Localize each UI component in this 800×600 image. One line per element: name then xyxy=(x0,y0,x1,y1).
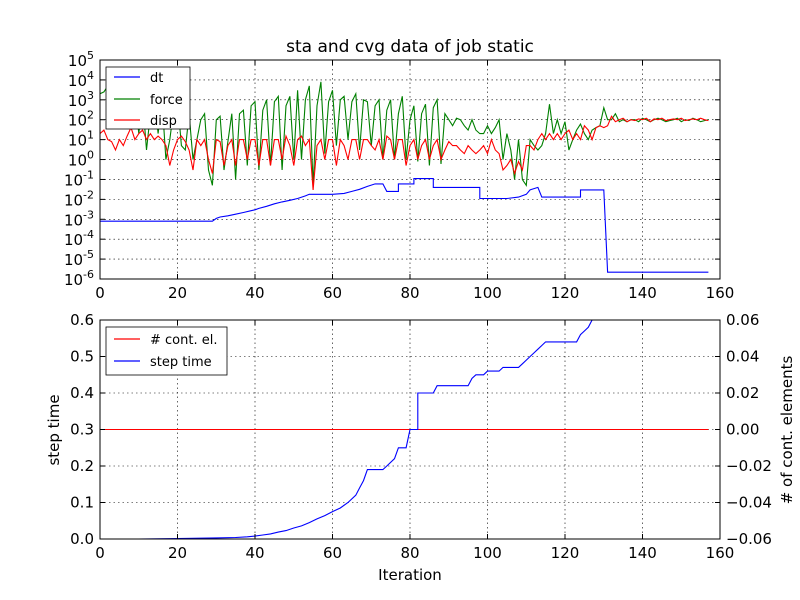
top-y-tick-label: 104 xyxy=(68,69,94,90)
top-y-tick-label: 102 xyxy=(68,109,94,130)
top-y-tick-label: 10-1 xyxy=(64,168,94,189)
bottom-legend: # cont. el. step time xyxy=(105,326,228,376)
top-y-tick-label: 10-3 xyxy=(64,208,94,229)
bottom-legend-box xyxy=(105,326,228,376)
top-ticks xyxy=(99,59,721,280)
y-axis-label: step time xyxy=(45,394,63,465)
top-y-tick-label: 103 xyxy=(68,89,94,110)
bottom-x-tick-label: 120 xyxy=(551,544,580,562)
top-x-tick-label: 60 xyxy=(323,284,342,302)
top-y-tick-label: 10-4 xyxy=(64,228,94,249)
top-x-tick-label: 140 xyxy=(628,284,657,302)
bottom-y2-tick-label: 0.02 xyxy=(726,384,759,402)
bottom-y-tick-label: 0.5 xyxy=(70,348,94,366)
top-y-tick-label: 101 xyxy=(68,129,94,150)
top-y-tick-label: 105 xyxy=(68,49,94,70)
top-y-tick-label: 10-5 xyxy=(64,248,94,269)
top-x-tick-label: 40 xyxy=(245,284,264,302)
top-x-tick-label: 160 xyxy=(706,284,735,302)
bottom-y2-tick-label: 0.00 xyxy=(726,421,759,439)
bottom-y2-tick-label: −0.02 xyxy=(726,457,772,475)
legend-cont-el-label: # cont. el. xyxy=(150,333,217,348)
bottom-y-tick-labels: 0.0 0.1 0.2 0.3 0.4 0.5 0.6 xyxy=(70,311,94,548)
bottom-x-tick-label: 80 xyxy=(400,544,419,562)
y2-axis-label: # of cont. elements xyxy=(778,356,796,505)
bottom-x-tick-labels: 0 20 40 60 80 100 120 140 160 xyxy=(95,544,734,562)
bottom-x-tick-label: 20 xyxy=(168,544,187,562)
top-x-tick-label: 20 xyxy=(168,284,187,302)
legend-step-time-label: step time xyxy=(150,355,212,370)
top-y-tick-labels: 10-610-510-410-310-210-11001011021031041… xyxy=(64,49,94,289)
top-x-tick-label: 120 xyxy=(551,284,580,302)
bottom-y2-tick-labels: −0.06 −0.04 −0.02 0.00 0.02 0.04 0.06 xyxy=(726,311,772,548)
legend-disp-label: disp xyxy=(150,114,177,129)
bottom-y2-tick-label: −0.04 xyxy=(726,494,772,512)
top-chart: 0 20 40 60 80 100 120 140 160 10-610-510-410-310… xyxy=(64,37,734,302)
series-dt-line xyxy=(100,178,709,273)
bottom-y-tick-label: 0.4 xyxy=(70,384,94,402)
top-x-tick-labels: 0 20 40 60 80 100 120 140 160 xyxy=(95,284,734,302)
series-disp-line xyxy=(99,115,709,190)
series-force-line xyxy=(99,68,709,188)
bottom-y-tick-label: 0.0 xyxy=(70,530,94,548)
legend-force-label: force xyxy=(150,93,183,108)
bottom-ticks xyxy=(99,319,721,540)
chart-title: sta and cvg data of job static xyxy=(286,37,534,57)
top-y-tick-label: 10-2 xyxy=(64,188,94,209)
top-y-tick-label: 10-6 xyxy=(64,268,94,289)
bottom-x-tick-label: 100 xyxy=(473,544,502,562)
bottom-x-tick-label: 40 xyxy=(245,544,264,562)
bottom-y-tick-label: 0.2 xyxy=(70,457,94,475)
top-series xyxy=(99,68,709,273)
bottom-x-tick-label: 160 xyxy=(706,544,735,562)
series-step-time-line xyxy=(100,319,593,540)
top-x-tick-label: 0 xyxy=(95,284,105,302)
bottom-y2-tick-label: −0.06 xyxy=(726,530,772,548)
bottom-y-tick-label: 0.1 xyxy=(70,494,94,512)
top-x-tick-label: 100 xyxy=(473,284,502,302)
bottom-y-tick-label: 0.3 xyxy=(70,421,94,439)
top-y-tick-label: 100 xyxy=(68,149,94,170)
bottom-x-tick-label: 140 xyxy=(628,544,657,562)
top-x-tick-label: 80 xyxy=(400,284,419,302)
bottom-series xyxy=(100,319,709,540)
bottom-chart: 0 20 40 60 80 100 120 140 160 0.0 0.1 0.2 0.3 0.4 0.5… xyxy=(45,311,796,584)
bottom-x-tick-label: 60 xyxy=(323,544,342,562)
x-axis-label: Iteration xyxy=(378,566,442,584)
legend-dt-label: dt xyxy=(150,71,163,86)
top-legend: dt force disp xyxy=(105,66,191,130)
bottom-y2-tick-label: 0.04 xyxy=(726,348,759,366)
bottom-x-tick-label: 0 xyxy=(95,544,105,562)
bottom-y2-tick-label: 0.06 xyxy=(726,311,759,329)
bottom-y-tick-label: 0.6 xyxy=(70,311,94,329)
